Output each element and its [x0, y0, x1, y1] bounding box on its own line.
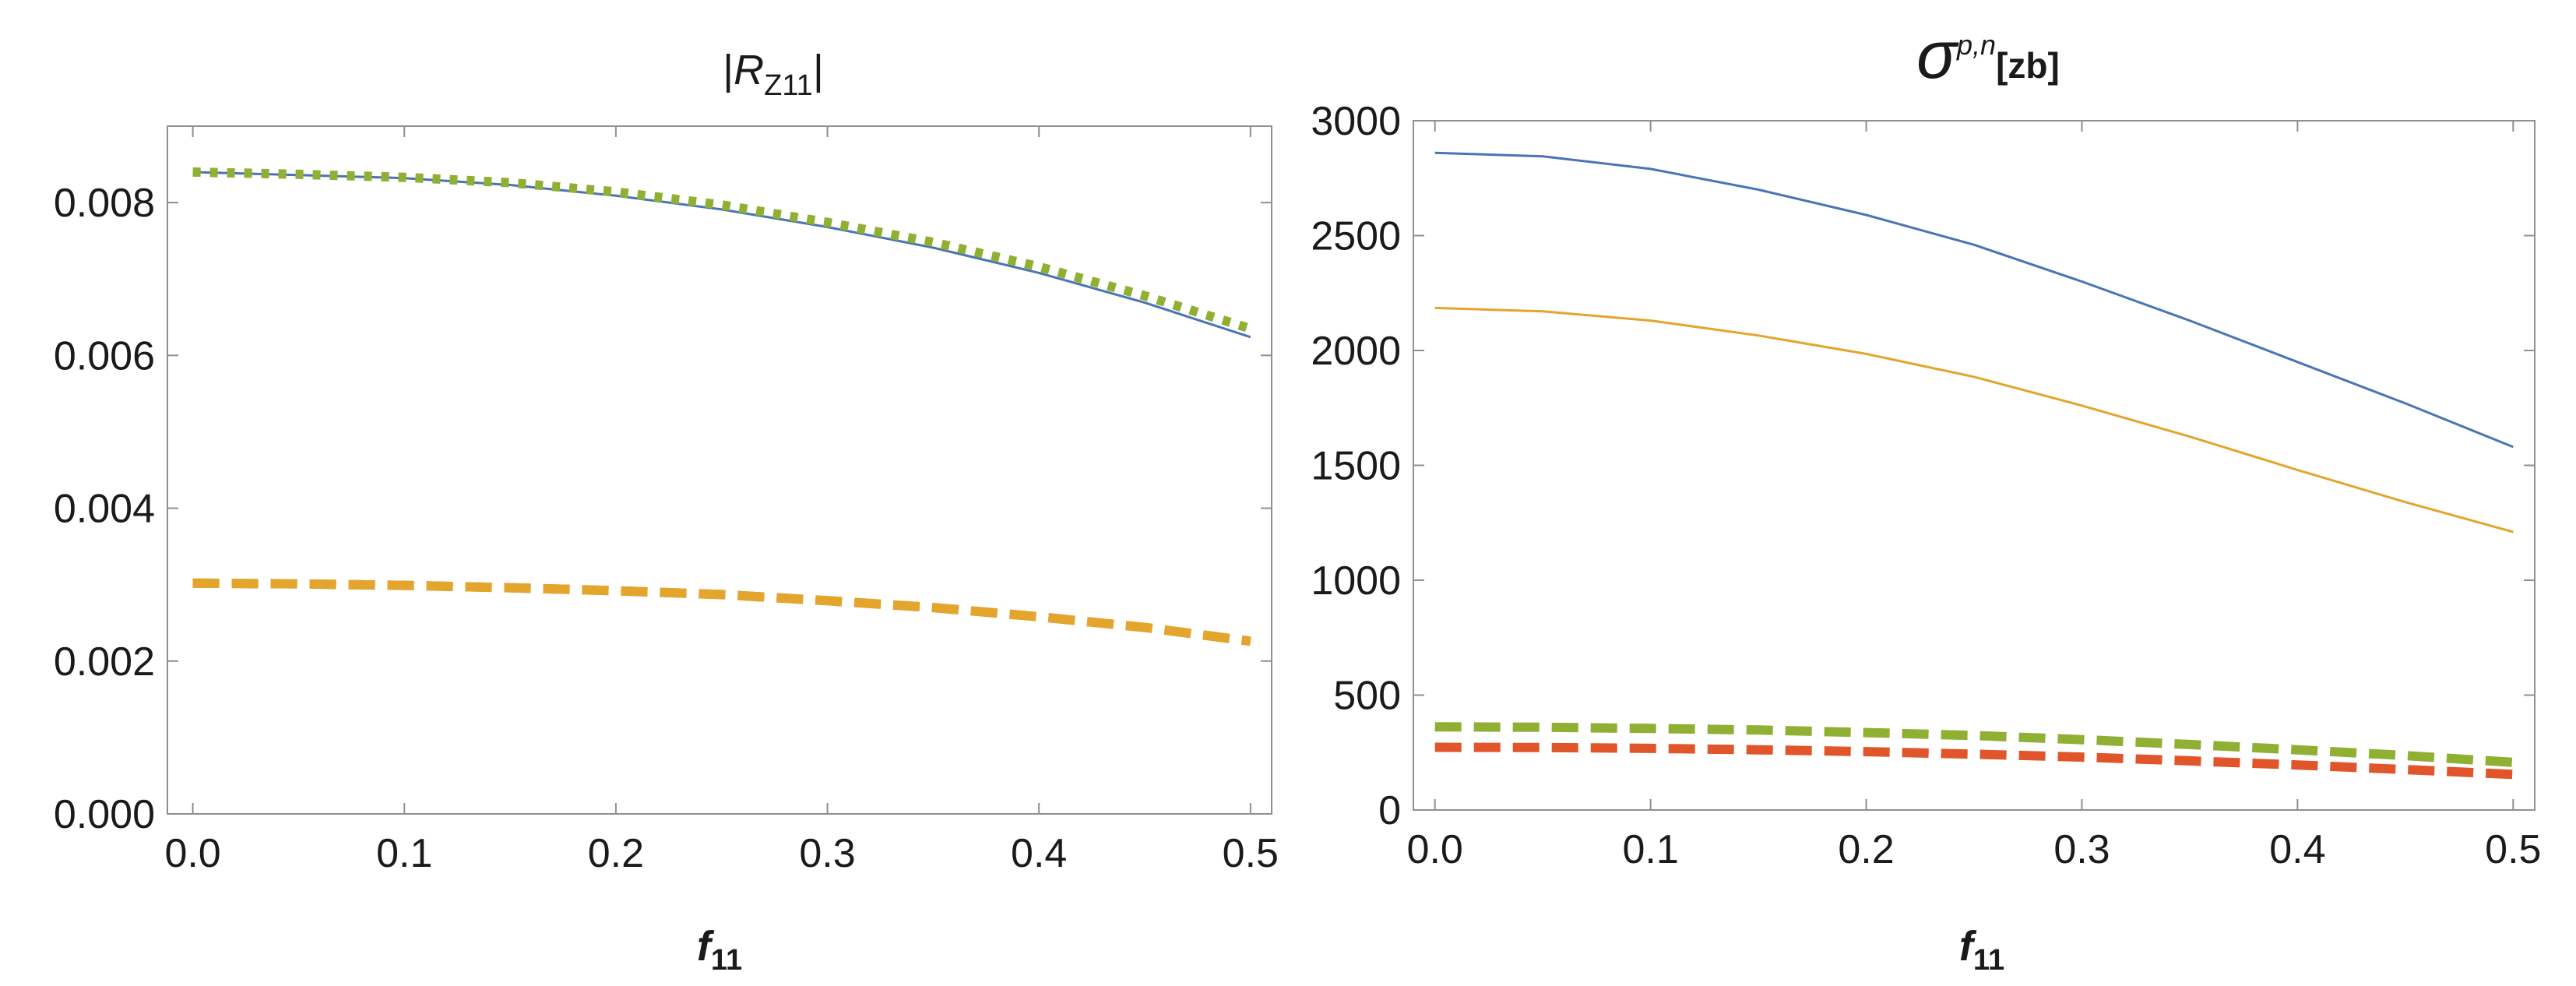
x-tick-label: 0.3	[799, 831, 855, 876]
y-tick-label: 0.006	[54, 333, 155, 379]
y-tick-label: 1000	[1311, 558, 1401, 604]
chart-panel-right: σp,n[zb] 0 500 1000 1500 2000 2500 3000 0.0 0.1…	[1311, 18, 2541, 977]
y-axis: 0 500 1000 1500 2000 2500 3000	[1311, 99, 2535, 833]
series-line-4	[1434, 742, 2514, 780]
chart-title: |RZ11|	[723, 47, 824, 102]
x-tick-label: 0.5	[1223, 831, 1279, 876]
x-tick-label: 0.3	[2053, 827, 2110, 872]
x-axis: 0.0 0.1 0.2 0.3 0.4 0.5	[164, 126, 1279, 876]
y-tick-label: 0.004	[54, 487, 155, 532]
y-tick-label: 3000	[1311, 99, 1401, 144]
series-line-3	[1434, 722, 2514, 767]
series-line-2	[1434, 306, 2514, 533]
series-line-1	[192, 171, 1251, 339]
x-tick-label: 0.4	[2269, 827, 2325, 872]
y-tick-label: 2500	[1311, 214, 1401, 259]
x-axis-label: f11	[697, 923, 742, 977]
x-tick-label: 0.0	[1407, 827, 1463, 872]
y-tick-label: 2000	[1311, 329, 1401, 374]
series-line-4	[192, 578, 1251, 646]
x-axis-label: f11	[1959, 923, 2004, 977]
series-group	[1434, 151, 2514, 780]
x-tick-label: 0.1	[376, 831, 432, 876]
series-line-1	[1434, 151, 2514, 449]
y-tick-label: 0.002	[54, 639, 155, 685]
y-axis: 0.000 0.002 0.004 0.006 0.008	[54, 181, 1272, 837]
x-tick-label: 0.4	[1011, 831, 1067, 876]
x-tick-label: 0.2	[588, 831, 644, 876]
y-tick-label: 1500	[1311, 444, 1401, 489]
x-tick-label: 0.0	[164, 831, 220, 876]
x-axis: 0.0 0.1 0.2 0.3 0.4 0.5	[1407, 121, 2541, 872]
y-tick-label: 0	[1378, 788, 1401, 833]
x-tick-label: 0.5	[2485, 827, 2541, 872]
plot-frame	[167, 125, 1272, 815]
series-group	[192, 167, 1252, 646]
chart-title: σp,n[zb]	[1916, 18, 2060, 93]
y-tick-label: 0.008	[54, 181, 155, 226]
series-line-2	[192, 167, 1252, 333]
y-tick-label: 500	[1333, 674, 1401, 719]
x-tick-label: 0.2	[1838, 827, 1894, 872]
y-tick-label: 0.000	[54, 792, 155, 837]
x-tick-label: 0.1	[1622, 827, 1678, 872]
plot-frame	[1413, 120, 2536, 811]
